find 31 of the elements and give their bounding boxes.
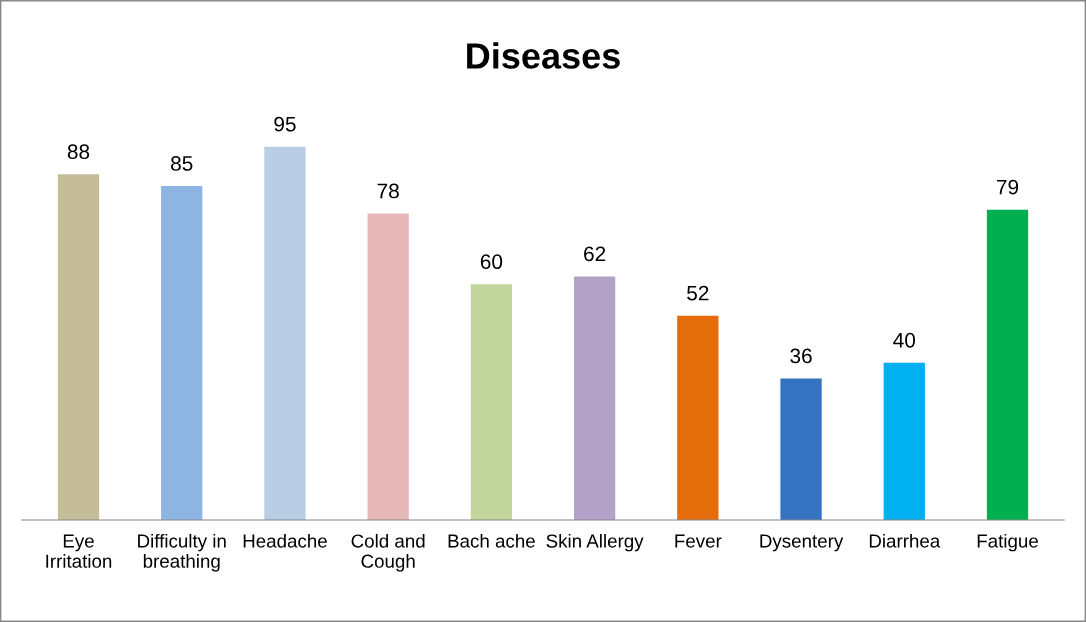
x-tick-label: Cold and Cough <box>351 533 425 572</box>
x-tick-label: Diarrhea <box>869 533 941 548</box>
x-tick-label: Difficulty in breathing <box>138 533 226 572</box>
bar <box>161 186 203 520</box>
x-tick-label: Fever <box>675 534 722 548</box>
data-label: 79 <box>996 179 1019 195</box>
bar <box>986 209 1029 520</box>
data-label: 60 <box>480 254 503 270</box>
bar <box>367 213 409 520</box>
data-label: 95 <box>274 116 296 132</box>
x-tick-label: Headache <box>243 533 327 548</box>
bar <box>780 378 822 520</box>
data-label: 88 <box>67 144 90 160</box>
bar <box>883 362 925 520</box>
x-tick-label: Bach ache <box>448 533 535 548</box>
data-label: 36 <box>790 348 812 364</box>
x-tick-label: Skin Allergy <box>546 533 644 552</box>
data-label: 52 <box>687 285 709 301</box>
bar <box>470 284 513 520</box>
bar <box>264 146 306 520</box>
chart-title: Diseases <box>467 42 620 69</box>
x-tick-label: Dysentery <box>760 534 844 552</box>
data-label: 85 <box>171 156 193 171</box>
bar <box>573 276 616 520</box>
data-label: 78 <box>377 183 399 199</box>
bar <box>57 174 100 520</box>
data-label: 40 <box>893 332 916 348</box>
data-label: 62 <box>584 246 606 262</box>
x-tick-label: Fatigue <box>977 533 1038 552</box>
x-tick-label: Eye Irritation <box>46 534 112 568</box>
bar <box>677 315 719 520</box>
